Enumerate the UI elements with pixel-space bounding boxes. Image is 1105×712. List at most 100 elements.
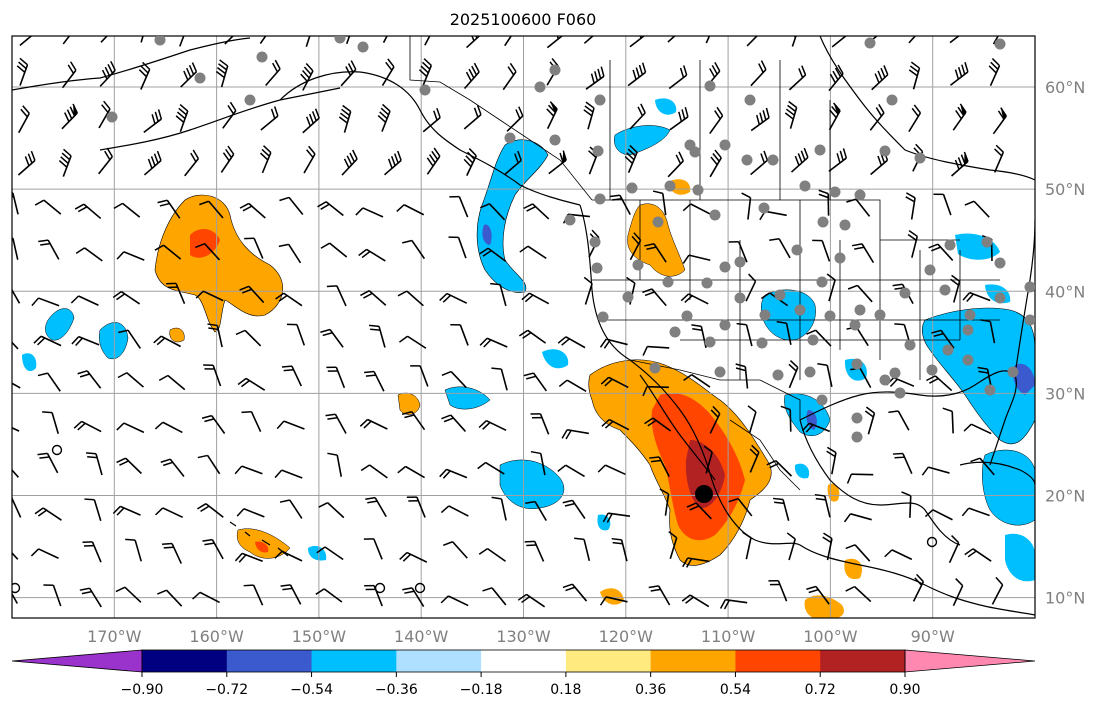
wind-barb <box>70 295 99 307</box>
station-dot <box>719 319 731 331</box>
wind-barb <box>669 106 689 131</box>
colorbar-tick-label: 0.18 <box>550 682 581 698</box>
wind-barb <box>933 193 952 216</box>
wind-barb <box>397 465 425 479</box>
station-dot <box>926 364 938 376</box>
wind-barb <box>157 589 183 607</box>
wind-barb <box>648 585 671 606</box>
station-dot <box>1007 366 1019 378</box>
wind-barb <box>952 103 967 131</box>
wind-barb <box>627 62 647 87</box>
wind-barb <box>202 538 224 560</box>
wind-barb <box>948 535 960 564</box>
calm-wind-circle <box>414 582 426 594</box>
wind-barb <box>203 364 222 387</box>
colorbar-segment <box>820 650 906 672</box>
wind-barb <box>234 465 263 475</box>
wind-barb <box>583 101 595 130</box>
wind-barb <box>442 541 468 559</box>
wind-barb <box>928 243 954 261</box>
wind-barb <box>735 363 749 389</box>
wind-barb <box>279 499 303 519</box>
wind-barb <box>659 488 670 516</box>
wind-barb <box>845 544 871 562</box>
wind-barb <box>359 418 388 430</box>
station-dot <box>834 252 846 264</box>
wind-barb <box>33 335 62 347</box>
wind-barb <box>276 420 305 430</box>
wind-barb <box>908 61 921 90</box>
wind-barb <box>398 335 427 349</box>
station-dot <box>334 36 346 44</box>
station-dot <box>719 261 731 273</box>
latitude-label: 50°N <box>1045 180 1085 199</box>
station-dot <box>962 324 974 336</box>
wind-barb <box>160 458 185 477</box>
calm-wind-circle <box>12 582 21 594</box>
wind-barb <box>112 290 141 305</box>
wind-barb <box>562 499 586 519</box>
colorbar-extend-max <box>904 649 1036 673</box>
wind-barb <box>207 323 223 348</box>
wind-barb <box>17 150 36 176</box>
wind-barb <box>668 531 678 560</box>
wind-barb <box>683 374 711 388</box>
map-frame <box>11 35 1036 619</box>
wind-barb <box>681 594 710 608</box>
station-dot <box>791 244 803 256</box>
longitude-label: 170°W <box>87 627 142 646</box>
station-dot <box>854 304 866 316</box>
wind-barb <box>950 274 961 303</box>
station-dot <box>106 111 118 123</box>
station-dot <box>626 182 638 194</box>
latitude-label: 40°N <box>1045 282 1085 301</box>
wind-barb <box>519 245 547 260</box>
wind-barb <box>750 60 767 87</box>
wind-barb <box>828 148 848 173</box>
colorbar-segment <box>142 650 228 672</box>
longitude-label: 160°W <box>189 627 244 646</box>
wind-barb <box>116 251 145 261</box>
wind-barb <box>728 241 748 263</box>
wind-barb <box>360 464 388 479</box>
wind-barb <box>517 593 546 608</box>
wind-barb <box>599 338 628 349</box>
wind-barb <box>642 345 670 356</box>
wind-barb <box>197 454 221 475</box>
wind-barb <box>30 548 59 559</box>
wind-barb <box>316 546 344 561</box>
wind-barb <box>317 201 344 217</box>
wind-barb <box>780 405 792 432</box>
station-dot <box>714 366 726 378</box>
wind-barb <box>952 578 964 607</box>
wind-barbs-layer <box>12 36 1007 610</box>
calm-wind-circle <box>926 536 938 548</box>
wind-barb <box>668 65 688 90</box>
station-dot <box>744 94 756 106</box>
wind-barb <box>235 329 262 347</box>
wind-barb <box>243 584 264 606</box>
wind-barb <box>318 502 345 519</box>
wind-barb <box>574 537 591 561</box>
wind-barb <box>143 109 163 133</box>
wind-barb <box>843 513 872 523</box>
wind-barb <box>74 203 102 220</box>
station-dot <box>816 276 828 288</box>
wind-barb <box>326 366 346 389</box>
wind-barb <box>530 450 546 476</box>
negative-patch-caribbean <box>982 449 1035 526</box>
station-dot <box>709 209 721 221</box>
wind-barb <box>776 320 792 345</box>
wind-barb <box>921 466 950 476</box>
calm-wind-circle <box>51 444 63 456</box>
wind-barb <box>602 512 631 523</box>
wind-barb <box>326 285 347 307</box>
positive-small-patch <box>169 327 185 343</box>
negative-patch-west-pacific-3 <box>22 353 37 372</box>
wind-barb <box>180 62 198 88</box>
wind-barb <box>42 411 60 434</box>
negative-patch-west-pacific <box>45 308 75 341</box>
wind-barb <box>992 107 1007 135</box>
wind-barb <box>491 496 507 521</box>
colorbar-tick-label: −0.36 <box>375 682 418 698</box>
